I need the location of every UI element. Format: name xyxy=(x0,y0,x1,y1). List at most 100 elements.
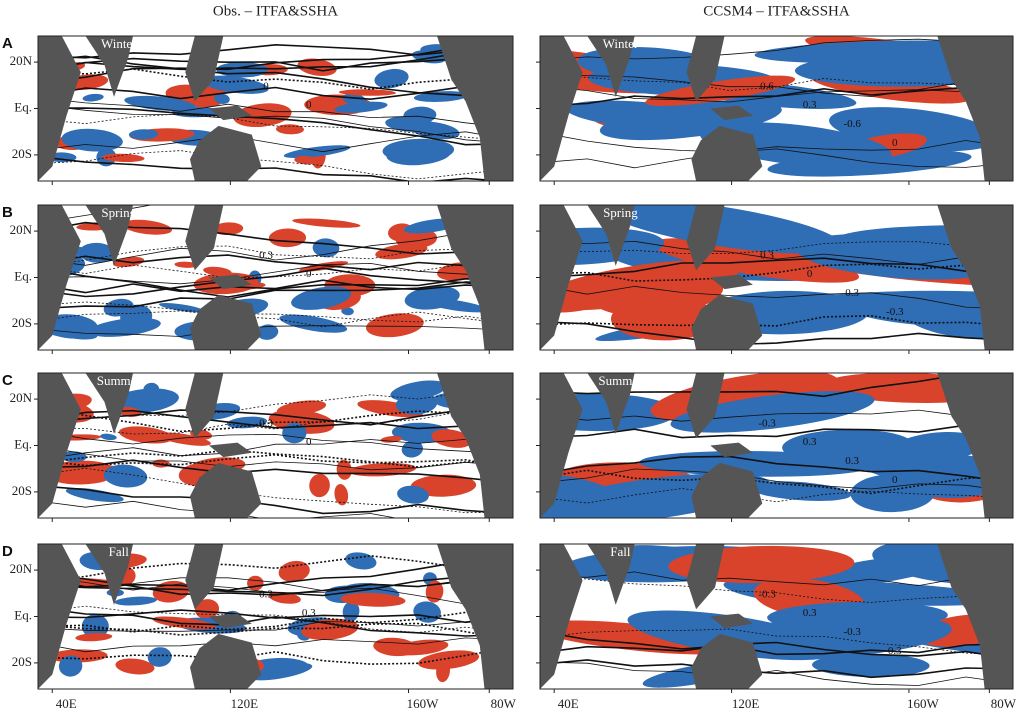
anomaly-patch xyxy=(336,459,352,480)
contour-line xyxy=(38,459,513,484)
lon-label: 80W xyxy=(491,696,517,711)
column-title: CCSM4 – ITFA&SSHA xyxy=(703,3,850,19)
contour-label: 0.3 xyxy=(302,607,316,619)
land xyxy=(38,205,81,350)
anomaly-patch xyxy=(602,205,841,254)
contour-line xyxy=(540,469,1013,495)
map-panel xyxy=(38,36,513,181)
contour-line xyxy=(38,467,513,514)
anomaly-patch xyxy=(891,431,984,463)
contour-line xyxy=(38,262,513,285)
contour-line xyxy=(38,391,513,423)
land xyxy=(437,205,513,350)
land xyxy=(185,544,224,610)
anomaly-patch xyxy=(365,313,424,338)
land xyxy=(691,125,763,181)
land xyxy=(85,205,133,266)
anomaly-patch xyxy=(174,261,199,268)
land xyxy=(540,205,583,350)
anomaly-patch xyxy=(279,314,348,333)
anomaly-patch xyxy=(410,474,477,497)
contour-line xyxy=(38,430,513,455)
contour-line xyxy=(38,104,513,144)
anomaly-patch xyxy=(283,145,351,159)
contour-label: 0.3 xyxy=(803,99,817,111)
contour-line xyxy=(38,254,513,272)
anomaly-patch xyxy=(233,103,292,128)
contour-label: 0.6 xyxy=(760,80,774,92)
contour-label: 0.3 xyxy=(888,645,902,657)
contour-label: 0 xyxy=(892,137,898,149)
anomaly-patch xyxy=(850,474,935,513)
land xyxy=(437,373,513,518)
lat-label: Eq. xyxy=(14,436,32,451)
contour-label: 0 xyxy=(892,474,898,486)
contour-line xyxy=(540,263,1013,282)
season-label: Winter xyxy=(603,36,639,51)
land xyxy=(937,36,1013,181)
land xyxy=(587,544,635,605)
anomaly-patch xyxy=(100,433,117,441)
anomaly-patch xyxy=(294,155,318,165)
lat-label: Eq. xyxy=(14,99,32,114)
anomaly-patch xyxy=(278,560,310,582)
anomaly-patch xyxy=(203,266,232,276)
land xyxy=(691,294,763,350)
anomaly-patch xyxy=(334,101,388,113)
anomaly-patch xyxy=(292,218,361,228)
season-label: Fall xyxy=(610,544,631,559)
land xyxy=(686,205,725,271)
contour-line xyxy=(38,85,513,101)
land xyxy=(494,219,513,249)
anomaly-patch xyxy=(431,429,472,448)
contour-line xyxy=(38,605,513,633)
land xyxy=(494,387,513,417)
anomaly-patch xyxy=(397,485,429,504)
map-panel xyxy=(540,36,1013,181)
anomaly-patch xyxy=(143,382,160,396)
anomaly-patch xyxy=(341,307,354,316)
anomaly-patch xyxy=(812,653,930,678)
anomaly-patch xyxy=(58,655,83,677)
contour-line xyxy=(540,257,1013,279)
contour-label: 0.3 xyxy=(259,417,273,429)
contour-label: 0.3 xyxy=(803,607,817,619)
lon-label: 40E xyxy=(56,696,77,711)
land xyxy=(710,613,753,629)
land xyxy=(994,219,1013,249)
lat-label: 20S xyxy=(12,483,32,498)
anomaly-patch xyxy=(403,106,437,124)
land xyxy=(691,633,763,689)
lon-label: 160W xyxy=(907,696,940,711)
contour-line xyxy=(540,81,1013,103)
land xyxy=(85,544,133,605)
anomaly-patch xyxy=(342,93,367,106)
anomaly-patch xyxy=(75,633,113,642)
anomaly-patch xyxy=(436,659,451,683)
lon-label: 80W xyxy=(991,696,1017,711)
season-label: Winter xyxy=(101,36,137,51)
lat-label: 20N xyxy=(10,222,33,237)
anomaly-patch xyxy=(114,596,157,606)
contour-line xyxy=(38,500,398,518)
lat-label: 20N xyxy=(10,53,33,68)
land xyxy=(209,274,252,290)
contour-line xyxy=(540,238,1013,255)
anomaly-patch xyxy=(214,93,230,104)
lon-label: 120E xyxy=(231,696,259,711)
land xyxy=(994,387,1013,417)
land xyxy=(710,274,753,290)
lat-label: 20N xyxy=(10,390,33,405)
season-label: Summer xyxy=(598,373,643,388)
anomaly-patch xyxy=(309,473,330,498)
land xyxy=(38,544,81,689)
contour-label: 0 xyxy=(306,268,312,280)
contour-label: -0.6 xyxy=(843,118,861,130)
contour-label: 0 xyxy=(807,268,813,280)
anomaly-patch xyxy=(276,400,327,416)
land xyxy=(587,205,635,266)
land xyxy=(494,558,513,588)
contour-line xyxy=(38,453,513,469)
contour-line xyxy=(540,132,1013,153)
contour-line xyxy=(38,646,513,665)
